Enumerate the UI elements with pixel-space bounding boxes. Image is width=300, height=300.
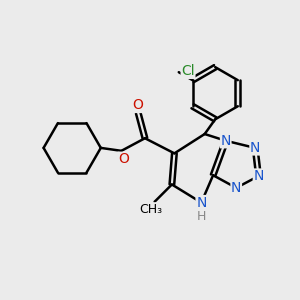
Text: O: O [132,98,143,112]
Text: H: H [196,209,206,223]
Text: O: O [118,152,129,166]
Text: N: N [196,196,206,210]
Text: N: N [250,141,260,155]
Text: N: N [220,134,231,148]
Text: N: N [231,181,242,195]
Text: Cl: Cl [181,64,195,78]
Text: CH₃: CH₃ [139,203,162,216]
Text: N: N [253,169,264,183]
